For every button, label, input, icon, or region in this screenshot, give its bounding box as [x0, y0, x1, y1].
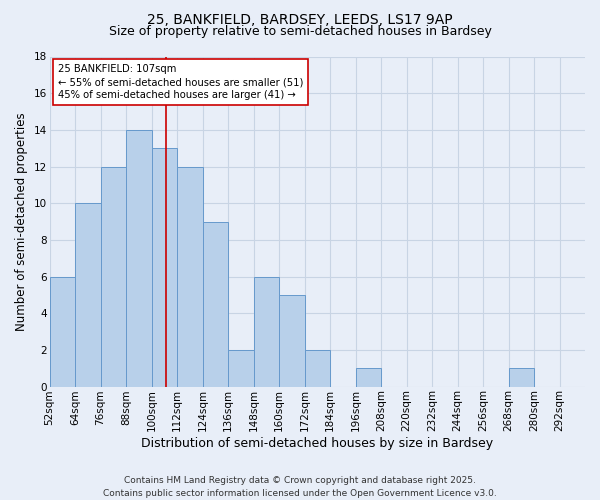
X-axis label: Distribution of semi-detached houses by size in Bardsey: Distribution of semi-detached houses by …: [141, 437, 493, 450]
Bar: [75, 203, 101, 386]
Bar: [305, 350, 330, 387]
Bar: [203, 222, 228, 386]
Bar: [177, 166, 203, 386]
Bar: [356, 368, 381, 386]
Bar: [509, 368, 534, 386]
Bar: [152, 148, 177, 386]
Text: 25 BANKFIELD: 107sqm
← 55% of semi-detached houses are smaller (51)
45% of semi-: 25 BANKFIELD: 107sqm ← 55% of semi-detac…: [58, 64, 304, 100]
Bar: [228, 350, 254, 387]
Text: Size of property relative to semi-detached houses in Bardsey: Size of property relative to semi-detach…: [109, 25, 491, 38]
Y-axis label: Number of semi-detached properties: Number of semi-detached properties: [15, 112, 28, 331]
Bar: [279, 295, 305, 386]
Bar: [50, 276, 75, 386]
Bar: [254, 276, 279, 386]
Bar: [101, 166, 126, 386]
Text: 25, BANKFIELD, BARDSEY, LEEDS, LS17 9AP: 25, BANKFIELD, BARDSEY, LEEDS, LS17 9AP: [147, 12, 453, 26]
Bar: [126, 130, 152, 386]
Text: Contains HM Land Registry data © Crown copyright and database right 2025.
Contai: Contains HM Land Registry data © Crown c…: [103, 476, 497, 498]
